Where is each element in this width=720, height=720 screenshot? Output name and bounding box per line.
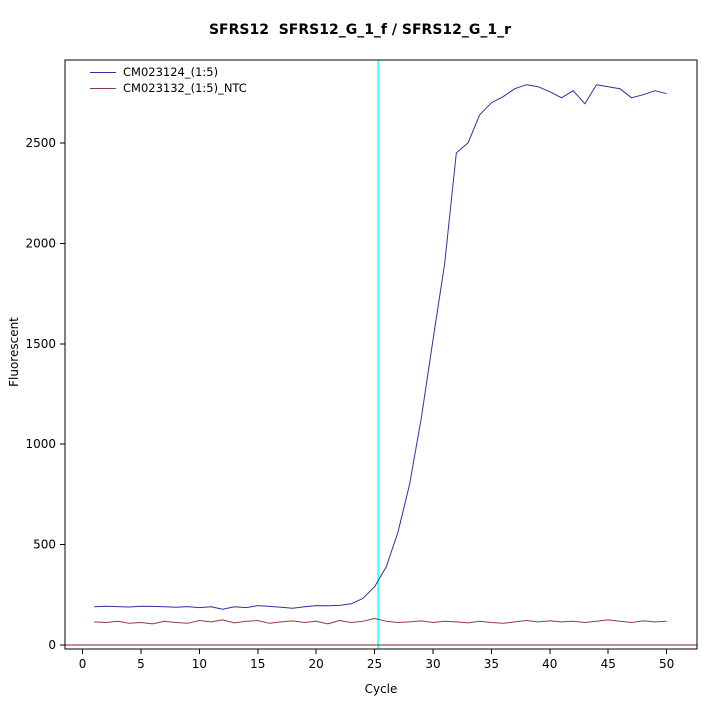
x-tick-label: 40 xyxy=(542,657,557,671)
y-tick-label: 2000 xyxy=(25,236,56,250)
y-tick-label: 0 xyxy=(48,638,56,652)
legend-item: CM023132_(1:5)_NTC xyxy=(90,82,247,95)
x-tick-label: 20 xyxy=(309,657,324,671)
y-tick-label: 1500 xyxy=(25,337,56,351)
x-tick-label: 50 xyxy=(659,657,674,671)
legend-label: CM023124_(1:5) xyxy=(123,65,219,79)
x-tick-label: 45 xyxy=(601,657,616,671)
x-tick-label: 15 xyxy=(250,657,265,671)
x-tick-label: 35 xyxy=(484,657,499,671)
chart-title: SFRS12 SFRS12_G_1_f / SFRS12_G_1_r xyxy=(208,22,512,38)
legend-swatch-series-1 xyxy=(90,88,116,89)
y-tick-label: 1000 xyxy=(25,437,56,451)
x-tick-label: 0 xyxy=(79,657,87,671)
legend-swatch-series-0 xyxy=(90,72,116,73)
y-tick-label: 2500 xyxy=(25,136,56,150)
series-line-0 xyxy=(94,84,667,610)
legend-item: CM023124_(1:5) xyxy=(90,66,247,79)
y-tick-label: 500 xyxy=(33,538,56,552)
legend: CM023124_(1:5) CM023132_(1:5)_NTC xyxy=(90,66,247,95)
legend-label: CM023132_(1:5)_NTC xyxy=(123,81,247,95)
series-line-1 xyxy=(94,618,667,625)
x-tick-label: 10 xyxy=(192,657,207,671)
x-tick-label: 5 xyxy=(137,657,145,671)
x-axis-label: Cycle xyxy=(364,682,398,696)
plot-box xyxy=(64,59,698,650)
x-tick-label: 25 xyxy=(367,657,382,671)
x-tick-label: 30 xyxy=(425,657,440,671)
